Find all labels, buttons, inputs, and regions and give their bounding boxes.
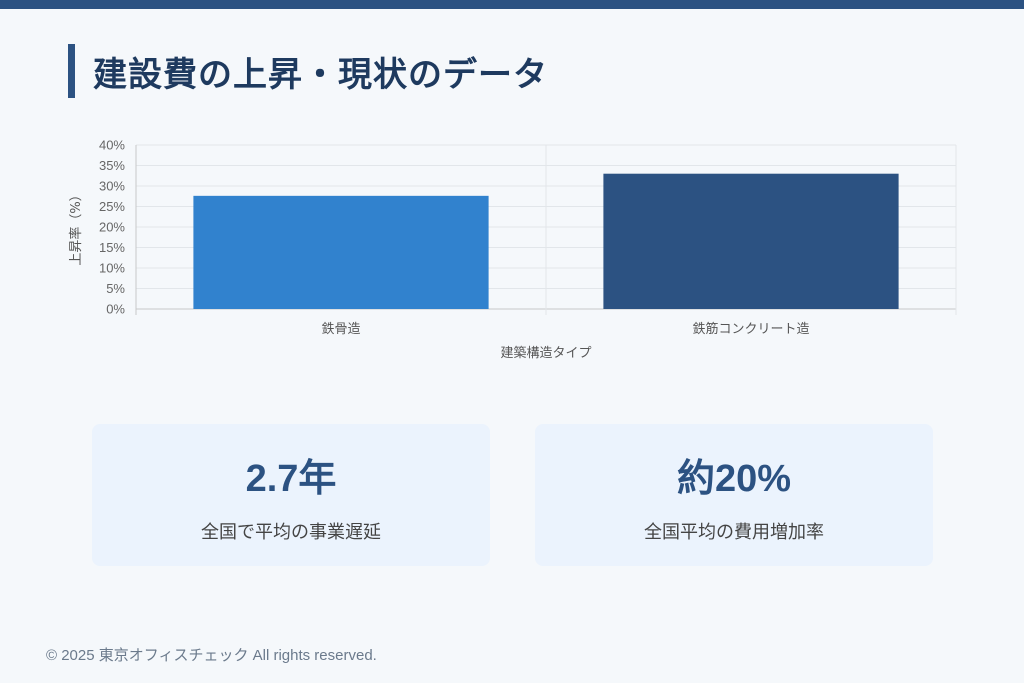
x-tick-label: 鉄筋コンクリート造 [692,321,809,337]
x-axis-title: 建築構造タイプ [500,346,591,361]
stat-card-cost: 約20% 全国平均の費用増加率 [535,424,933,566]
y-tick-label: 0% [106,302,125,317]
footer-copyright: © 2025 東京オフィスチェック All rights reserved. [46,647,377,664]
x-tick-label: 鉄骨造 [321,322,360,337]
y-tick-label: 15% [99,240,125,255]
y-tick-label: 10% [99,261,125,276]
page-title: 建設費の上昇・現状のデータ [93,54,548,95]
bar-chart: 0% 5% 10% 15% 20% 25% 30% 35% 40% 鉄骨造 鉄筋コンクリート造建築構… [68,138,957,361]
stat-value-cost: 約20% [676,457,792,500]
bar [603,173,899,309]
stat-card-delay: 2.7年 全国で平均の事業遅延 [92,424,490,566]
y-tick-label: 30% [99,179,125,194]
top-accent-bar [0,0,1024,9]
y-tick-label: 5% [106,281,125,296]
stat-label-delay: 全国で平均の事業遅延 [201,521,381,543]
stat-value-delay: 2.7年 [245,457,337,500]
y-tick-label: 35% [99,158,125,173]
y-tick-label: 40% [99,138,125,153]
bar [193,195,489,309]
page-header: 建設費の上昇・現状のデータ [68,44,548,98]
stat-label-cost: 全国平均の費用増加率 [644,521,824,543]
y-tick-label: 20% [99,220,125,235]
y-tick-label: 25% [99,199,125,214]
title-accent-bar [68,44,75,98]
y-axis-title: 上昇率（%） [68,188,84,265]
